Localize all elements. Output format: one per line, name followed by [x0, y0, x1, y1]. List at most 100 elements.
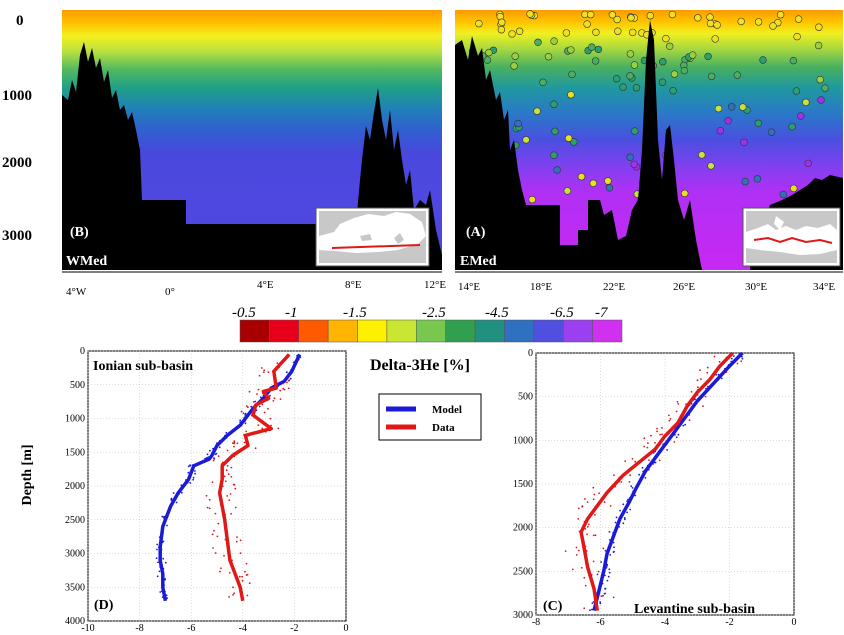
observation-dot	[631, 127, 639, 135]
ionian-sample-point	[233, 592, 236, 595]
levantine-sample-point	[668, 414, 670, 417]
observation-dot	[475, 19, 483, 28]
levantine-sample-point	[647, 442, 649, 444]
levantine-x-tick: -4	[661, 617, 669, 628]
observation-dot	[740, 138, 748, 147]
ionian-sample-point	[194, 470, 196, 472]
levantine-sample-point	[629, 508, 632, 511]
ionian-sample-point	[279, 389, 282, 392]
levantine-sample-point	[608, 568, 611, 571]
colorbar-swatch	[474, 319, 505, 343]
ionian-sample-point	[245, 562, 248, 565]
observation-dot	[802, 98, 810, 107]
observation-dot	[510, 62, 518, 70]
ionian-sample-point	[233, 445, 235, 448]
observation-dot	[706, 19, 715, 28]
colorbar-swatch	[416, 319, 446, 343]
ionian-sample-point	[192, 478, 195, 481]
ionian-sample-point	[269, 394, 271, 397]
colorbar: -0.5 -1 -1.5 -2.5 -4.5 -6.5 -7 Delta-3He…	[232, 305, 623, 374]
observation-dot	[714, 104, 723, 113]
observation-dot	[613, 15, 621, 24]
levantine-sample-point	[706, 366, 709, 369]
observation-dot	[646, 11, 654, 20]
levantine-sample-point	[591, 608, 593, 611]
levantine-sample-point	[699, 369, 701, 371]
levantine-sample-point	[584, 584, 587, 587]
ionian-tag: (D)	[94, 598, 114, 613]
ionian-sample-point	[214, 453, 217, 456]
levantine-sample-point	[650, 434, 652, 437]
observation-dot	[567, 46, 575, 54]
levantine-sample-point	[604, 587, 606, 590]
observation-dot	[619, 83, 627, 91]
ionian-sample-point	[263, 369, 266, 372]
ionian-sample-point	[208, 498, 211, 501]
levantine-sample-point	[587, 525, 589, 528]
ionian-sample-point	[273, 397, 276, 400]
observation-dot	[815, 23, 823, 31]
observation-dot	[626, 153, 634, 162]
ionian-sample-point	[224, 480, 227, 483]
ionian-sample-point	[260, 367, 263, 369]
observation-dot	[544, 52, 553, 61]
ionian-sample-point	[225, 469, 228, 472]
ionian-sample-point	[159, 591, 162, 593]
depth-tick-3000: 3000	[2, 228, 32, 244]
ionian-sample-point	[227, 473, 230, 475]
observation-dot	[680, 66, 689, 75]
levantine-sample-point	[740, 360, 743, 363]
profiles-ylabel: Depth [m]	[20, 444, 35, 505]
depth-tick-0: 0	[16, 13, 24, 29]
ionian-sample-point	[285, 371, 288, 374]
levantine-series-data	[579, 351, 734, 611]
colorbar-label-3: -2.5	[422, 305, 446, 321]
ionian-sample-point	[194, 472, 197, 475]
ionian-sample-point	[228, 596, 231, 598]
ionian-sample-point	[163, 516, 165, 518]
levantine-sample-point	[596, 573, 599, 576]
observation-dot	[788, 123, 796, 131]
observation-dot	[779, 190, 787, 199]
east-name: EMed	[460, 254, 497, 269]
ionian-sample-point	[272, 400, 275, 402]
east-lon-tick-4: 30°E	[745, 281, 767, 293]
observation-dot	[776, 10, 785, 19]
ionian-sample-point	[211, 481, 214, 483]
levantine-sample-point	[607, 575, 610, 578]
levantine-sample-point	[599, 602, 602, 605]
colorbar-swatch	[445, 319, 476, 343]
observation-dot	[588, 43, 596, 51]
ionian-sample-point	[241, 575, 244, 578]
ionian-sample-point	[219, 570, 221, 573]
ionian-sample-point	[236, 536, 238, 538]
observation-dot	[680, 189, 689, 198]
observation-dot	[694, 14, 702, 22]
ionian-y-tick: 1000	[65, 414, 85, 425]
levantine-sample-point	[702, 405, 704, 407]
ionian-sample-point	[262, 371, 265, 373]
ionian-sample-point	[233, 440, 236, 443]
observation-dot	[563, 187, 572, 195]
levantine-sample-point	[676, 400, 679, 403]
levantine-sample-point	[620, 481, 623, 483]
observation-dot	[628, 28, 637, 37]
levantine-sample-point	[622, 503, 625, 506]
ionian-sample-point	[217, 455, 220, 458]
observation-dot	[698, 151, 706, 159]
ionian-sample-point	[277, 427, 280, 430]
ionian-sample-point	[158, 570, 161, 573]
ionian-sample-point	[192, 476, 195, 479]
ionian-sample-point	[256, 393, 258, 395]
ionian-sample-point	[156, 543, 159, 546]
levantine-sample-point	[612, 596, 615, 599]
observation-dot	[789, 184, 798, 193]
ionian-sample-point	[234, 506, 237, 509]
levantine-sample-point	[675, 410, 678, 413]
west-tag: (B)	[70, 225, 89, 240]
levantine-sample-point	[629, 474, 632, 477]
observation-dot	[570, 138, 578, 146]
east-lon-tick-3: 26°E	[673, 281, 695, 293]
levantine-x-tick: -2	[725, 617, 733, 628]
colorbar-swatch	[386, 319, 417, 343]
